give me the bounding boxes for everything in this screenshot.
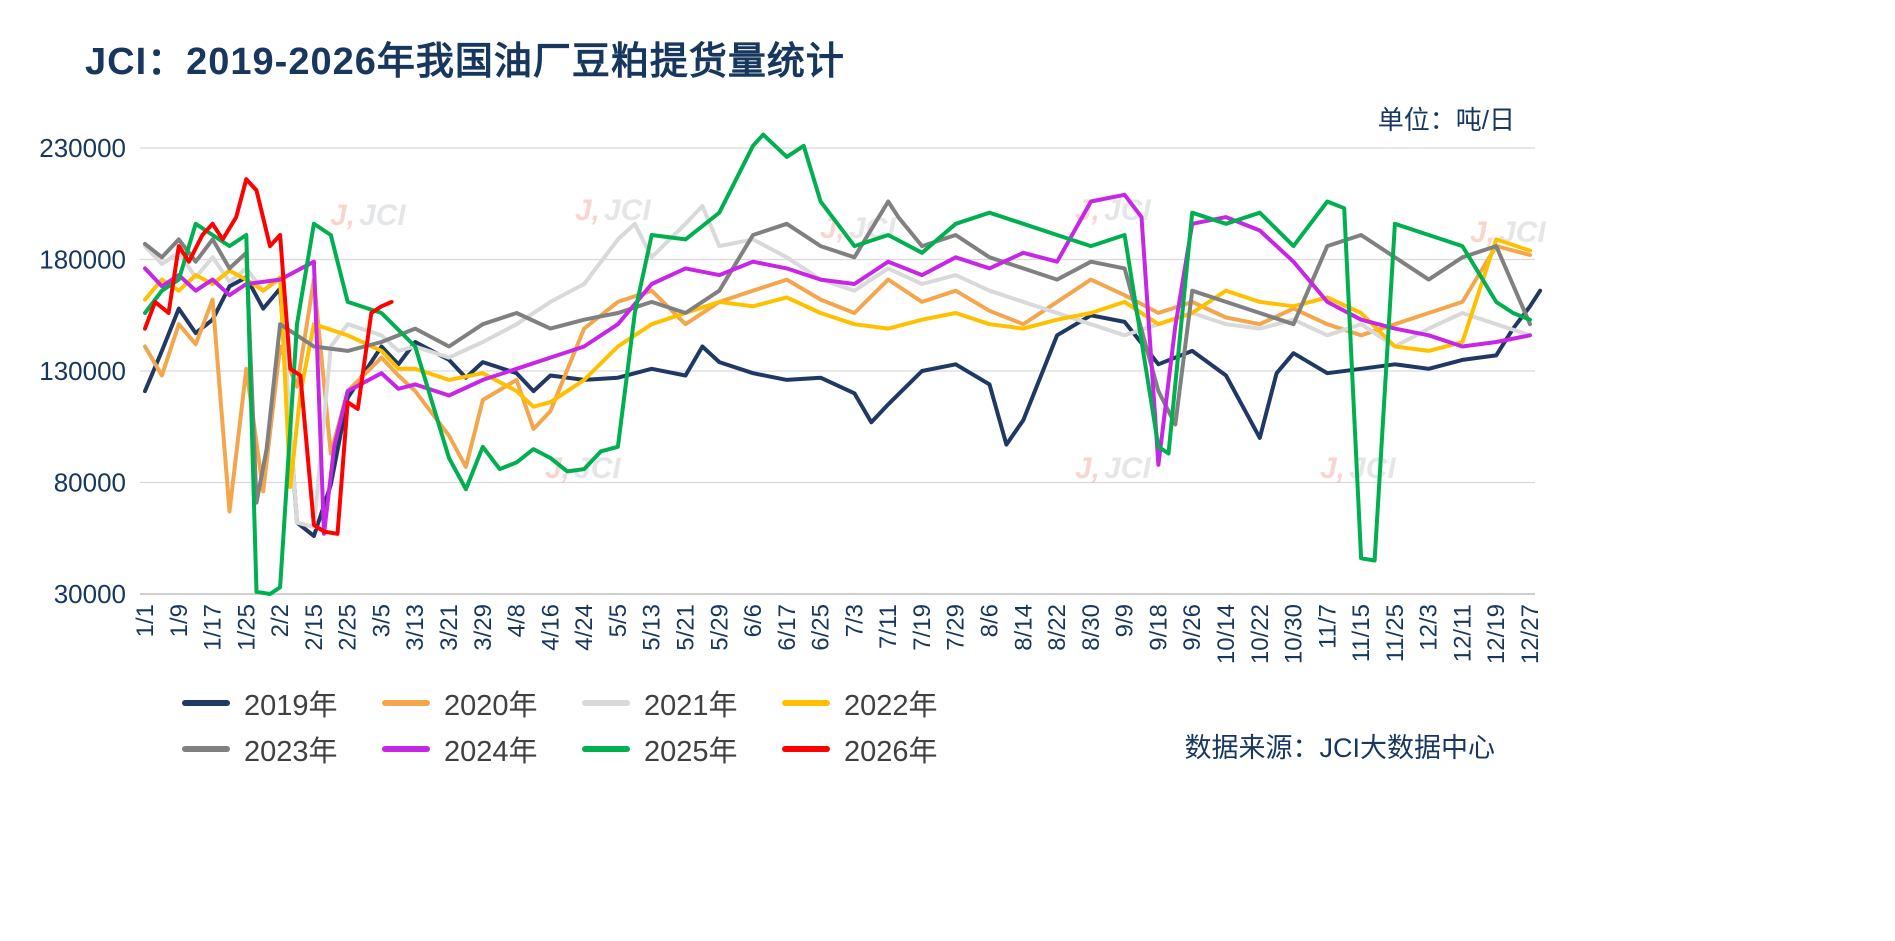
series-line-2024年 bbox=[143, 192, 1532, 536]
y-axis-tick-label: 80000 bbox=[54, 468, 126, 498]
x-axis-tick-label: 8/14 bbox=[1010, 604, 1037, 651]
legend-swatch-icon bbox=[182, 746, 230, 752]
legend-item-2022年: 2022年 bbox=[782, 680, 982, 726]
x-axis-tick-label: 5/29 bbox=[706, 604, 733, 651]
legend-label: 2022年 bbox=[844, 690, 938, 722]
legend-item-2026年: 2026年 bbox=[782, 726, 982, 772]
x-axis-tick-label: 12/11 bbox=[1449, 604, 1476, 662]
legend-label: 2023年 bbox=[244, 736, 338, 768]
x-axis-tick-label: 2/25 bbox=[335, 604, 362, 651]
x-axis-tick-label: 10/22 bbox=[1247, 604, 1274, 664]
x-axis-tick-label: 5/13 bbox=[639, 604, 666, 651]
x-axis-tick-label: 11/15 bbox=[1348, 604, 1375, 662]
y-axis-tick-label: 230000 bbox=[39, 133, 126, 163]
legend-swatch-icon bbox=[582, 746, 630, 752]
legend: 2019年 2020年 2021年 2022年 2023年 2024年 2025年 2026年 bbox=[182, 680, 1022, 772]
legend-swatch-icon bbox=[582, 700, 630, 706]
legend-item-2025年: 2025年 bbox=[582, 726, 782, 772]
x-axis-tick-label: 1/1 bbox=[132, 604, 159, 637]
x-axis-tick-label: 5/21 bbox=[672, 604, 699, 651]
series-line-2019年 bbox=[143, 275, 1543, 538]
x-axis-tick-label: 9/9 bbox=[1112, 604, 1139, 637]
x-axis-tick-label: 3/21 bbox=[436, 604, 463, 651]
x-axis-tick-label: 4/24 bbox=[571, 604, 598, 651]
x-axis-tick-label: 3/5 bbox=[368, 604, 395, 637]
x-axis-tick-label: 4/8 bbox=[504, 604, 531, 637]
y-axis-tick-label: 130000 bbox=[39, 356, 126, 386]
series-line-2022年 bbox=[143, 237, 1532, 489]
x-axis-tick-label: 4/16 bbox=[537, 604, 564, 651]
x-axis-tick-label: 6/17 bbox=[774, 604, 801, 651]
plot-area: 230000 180000 130000 80000 30000 J, JCI J, JCI J,… bbox=[39, 132, 1546, 664]
legend-swatch-icon bbox=[382, 700, 430, 706]
x-axis-tick-label: 10/14 bbox=[1213, 604, 1240, 664]
x-axis-tick-label: 2/2 bbox=[267, 604, 294, 637]
x-axis-tick-label: 3/29 bbox=[470, 604, 497, 651]
y-axis-tick-label: 180000 bbox=[39, 245, 126, 275]
x-axis-tick-label: 2/15 bbox=[301, 604, 328, 651]
x-axis-tick-label: 11/25 bbox=[1382, 604, 1409, 662]
x-axis-tick-label: 12/27 bbox=[1517, 604, 1544, 664]
jci-watermark-icon: J, JCI bbox=[1075, 452, 1151, 485]
x-axis-tick-label: 7/19 bbox=[909, 604, 936, 651]
x-axis-tick-label: 6/6 bbox=[740, 604, 767, 637]
legend-label: 2019年 bbox=[244, 690, 338, 722]
legend-label: 2026年 bbox=[844, 736, 938, 768]
x-axis-tick-label: 7/11 bbox=[875, 604, 902, 649]
legend-label: 2025年 bbox=[644, 736, 738, 768]
series-line-2025年 bbox=[143, 132, 1532, 596]
legend-item-2021年: 2021年 bbox=[582, 680, 782, 726]
x-axis-tick-label: 1/17 bbox=[200, 604, 227, 651]
legend-swatch-icon bbox=[782, 700, 830, 706]
legend-swatch-icon bbox=[782, 746, 830, 752]
data-source-label: 数据来源：JCI大数据中心 bbox=[1184, 733, 1496, 763]
x-axis-tick-label: 3/13 bbox=[402, 604, 429, 651]
x-axis-tick-label: 9/18 bbox=[1145, 604, 1172, 651]
chart-title: JCI：2019-2026年我国油厂豆粕提货量统计 bbox=[85, 41, 845, 83]
jci-watermark-icon: J, JCI bbox=[330, 199, 406, 232]
unit-label: 单位：吨/日 bbox=[1377, 105, 1515, 135]
x-axis-tick-label: 11/7 bbox=[1314, 604, 1341, 649]
x-axis-tick-label: 1/25 bbox=[233, 604, 260, 651]
x-axis-tick-label: 1/9 bbox=[166, 604, 193, 637]
legend-swatch-icon bbox=[182, 700, 230, 706]
x-axis-tick-label: 5/5 bbox=[605, 604, 632, 637]
legend-swatch-icon bbox=[382, 746, 430, 752]
legend-label: 2021年 bbox=[644, 690, 738, 722]
jci-watermark-icon: J, JCI bbox=[575, 194, 651, 227]
x-axis-tick-label: 7/29 bbox=[943, 604, 970, 651]
x-axis-tick-label: 10/30 bbox=[1281, 604, 1308, 664]
legend-label: 2024年 bbox=[444, 736, 538, 768]
legend-item-2023年: 2023年 bbox=[182, 726, 382, 772]
x-axis-tick-label: 9/26 bbox=[1179, 604, 1206, 651]
x-axis-tick-label: 12/3 bbox=[1416, 604, 1443, 651]
legend-item-2020年: 2020年 bbox=[382, 680, 582, 726]
y-axis-tick-label: 30000 bbox=[54, 579, 126, 609]
x-axis-tick-label: 8/22 bbox=[1044, 604, 1071, 651]
x-axis-tick-label: 8/6 bbox=[977, 604, 1004, 637]
legend-item-2019年: 2019年 bbox=[182, 680, 382, 726]
series-line-2023年 bbox=[143, 199, 1532, 505]
x-axis-tick-label: 6/25 bbox=[808, 604, 835, 651]
legend-item-2024年: 2024年 bbox=[382, 726, 582, 772]
x-axis-tick-label: 8/30 bbox=[1078, 604, 1105, 651]
x-axis-tick-label: 7/3 bbox=[841, 604, 868, 637]
x-axis-tick-label: 12/19 bbox=[1483, 604, 1510, 664]
legend-label: 2020年 bbox=[444, 690, 538, 722]
series-line-2026年 bbox=[143, 177, 394, 536]
